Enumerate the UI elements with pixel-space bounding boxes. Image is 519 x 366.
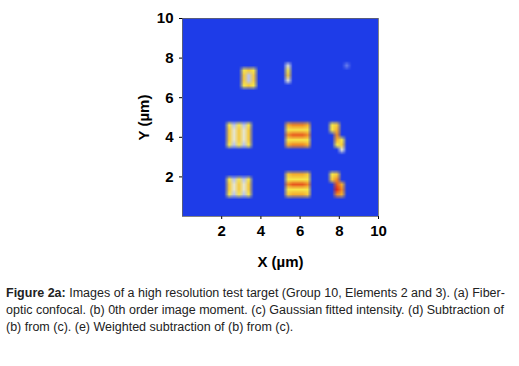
svg-text:6: 6 <box>296 222 304 239</box>
svg-text:2: 2 <box>218 222 226 239</box>
svg-text:4: 4 <box>165 128 174 145</box>
svg-text:8: 8 <box>165 49 173 66</box>
svg-text:4: 4 <box>257 222 266 239</box>
html-text:Figure 2a: Images of a high re: Figure 2a: Images of a high resolution t… <box>6 286 505 334</box>
svg-text:X (µm): X (µm) <box>257 253 303 270</box>
svg-text:10: 10 <box>157 9 174 26</box>
svg-text:6: 6 <box>165 89 173 106</box>
svg-text:2: 2 <box>165 168 173 185</box>
svg-text:Y (µm): Y (µm) <box>135 95 152 141</box>
svg-text:10: 10 <box>370 222 387 239</box>
svg-text:8: 8 <box>335 222 343 239</box>
